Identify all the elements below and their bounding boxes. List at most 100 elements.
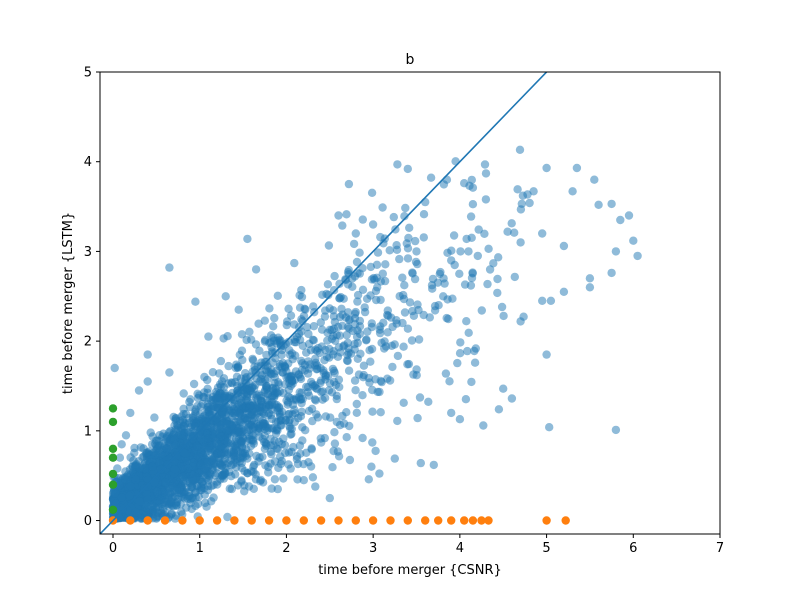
cloud-point xyxy=(353,354,362,363)
cloud-point xyxy=(345,455,355,465)
series-0-point xyxy=(403,164,412,174)
cloud-point xyxy=(379,239,388,248)
cloud-point xyxy=(329,306,338,315)
cloud-point xyxy=(121,467,130,476)
cloud-point xyxy=(328,350,338,359)
series-0-point xyxy=(204,332,213,341)
cloud-point xyxy=(405,223,414,232)
cloud-point xyxy=(485,265,495,274)
series-0-point xyxy=(447,256,456,265)
cloud-point xyxy=(324,386,334,395)
cloud-point xyxy=(237,346,247,355)
cloud-point xyxy=(409,311,419,320)
cloud-point xyxy=(419,310,428,320)
series-0-point xyxy=(494,405,504,414)
cloud-point xyxy=(464,328,473,337)
cloud-point xyxy=(415,393,425,402)
cloud-point xyxy=(326,413,335,422)
cloud-point xyxy=(456,338,465,347)
cloud-point xyxy=(240,487,249,496)
cloud-point xyxy=(277,456,286,466)
series-1-point xyxy=(299,516,308,525)
cloud-point xyxy=(224,361,233,371)
cloud-point xyxy=(387,341,396,350)
cloud-point xyxy=(484,244,493,253)
cloud-point xyxy=(199,471,209,480)
cloud-point xyxy=(497,302,507,312)
cloud-point xyxy=(284,417,293,426)
cloud-point xyxy=(444,314,453,324)
cloud-point xyxy=(309,322,319,331)
cloud-point xyxy=(350,320,360,329)
series-0-point xyxy=(516,238,525,247)
cloud-point xyxy=(510,272,519,282)
cloud-point xyxy=(270,373,279,382)
cloud-point xyxy=(411,236,420,246)
cloud-point xyxy=(177,412,186,421)
cloud-point xyxy=(267,484,276,493)
cloud-point xyxy=(380,344,389,353)
cloud-point xyxy=(135,497,144,506)
cloud-point xyxy=(362,335,371,344)
cloud-point xyxy=(152,487,162,496)
cloud-point xyxy=(196,461,205,470)
cloud-point xyxy=(481,169,491,178)
cloud-point xyxy=(355,269,364,278)
series-0-point xyxy=(251,265,261,274)
cloud-point xyxy=(493,288,502,298)
cloud-point xyxy=(245,327,254,336)
cloud-point xyxy=(167,509,176,518)
series-1-point xyxy=(351,516,360,525)
cloud-point xyxy=(266,447,275,456)
cloud-point xyxy=(257,397,266,406)
cloud-point xyxy=(451,157,460,166)
cloud-point xyxy=(210,453,219,462)
cloud-point xyxy=(311,396,320,405)
cloud-point xyxy=(376,408,385,417)
series-0-point xyxy=(545,423,554,432)
cloud-point xyxy=(379,318,388,327)
series-0-point xyxy=(629,236,638,245)
series-0-point xyxy=(559,287,569,296)
series-0-point xyxy=(559,241,569,251)
cloud-point xyxy=(266,441,275,450)
cloud-point xyxy=(269,322,278,331)
series-0-point xyxy=(364,475,373,484)
cloud-point xyxy=(335,312,345,322)
series-1-point xyxy=(403,516,412,525)
cloud-point xyxy=(311,482,320,491)
cloud-point xyxy=(186,395,195,404)
cloud-point xyxy=(368,385,377,395)
cloud-point xyxy=(290,258,299,268)
cloud-point xyxy=(321,370,330,380)
series-0-point xyxy=(115,453,125,462)
cloud-point xyxy=(251,380,260,390)
cloud-point xyxy=(375,387,384,397)
cloud-point xyxy=(223,512,232,522)
cloud-point xyxy=(338,221,347,230)
cloud-point xyxy=(349,239,359,249)
series-1-point xyxy=(160,516,170,525)
cloud-point xyxy=(255,412,264,422)
cloud-point xyxy=(249,401,258,410)
cloud-point xyxy=(241,444,251,454)
cloud-point xyxy=(161,478,170,487)
series-0-point xyxy=(611,247,621,256)
cloud-point xyxy=(247,430,257,440)
axes-frame xyxy=(99,71,721,535)
cloud-point xyxy=(293,459,303,469)
cloud-point xyxy=(413,259,422,269)
plot-area xyxy=(100,72,642,534)
cloud-point xyxy=(283,400,292,409)
cloud-point xyxy=(443,248,452,257)
cloud-point xyxy=(494,253,503,262)
cloud-point xyxy=(224,448,233,457)
cloud-point xyxy=(358,285,368,294)
cloud-point xyxy=(468,200,478,209)
cloud-point xyxy=(209,493,218,502)
cloud-point xyxy=(404,233,413,243)
cloud-point xyxy=(408,269,417,278)
series-1-point xyxy=(230,516,239,525)
cloud-point xyxy=(220,468,229,478)
cloud-point xyxy=(268,384,277,393)
